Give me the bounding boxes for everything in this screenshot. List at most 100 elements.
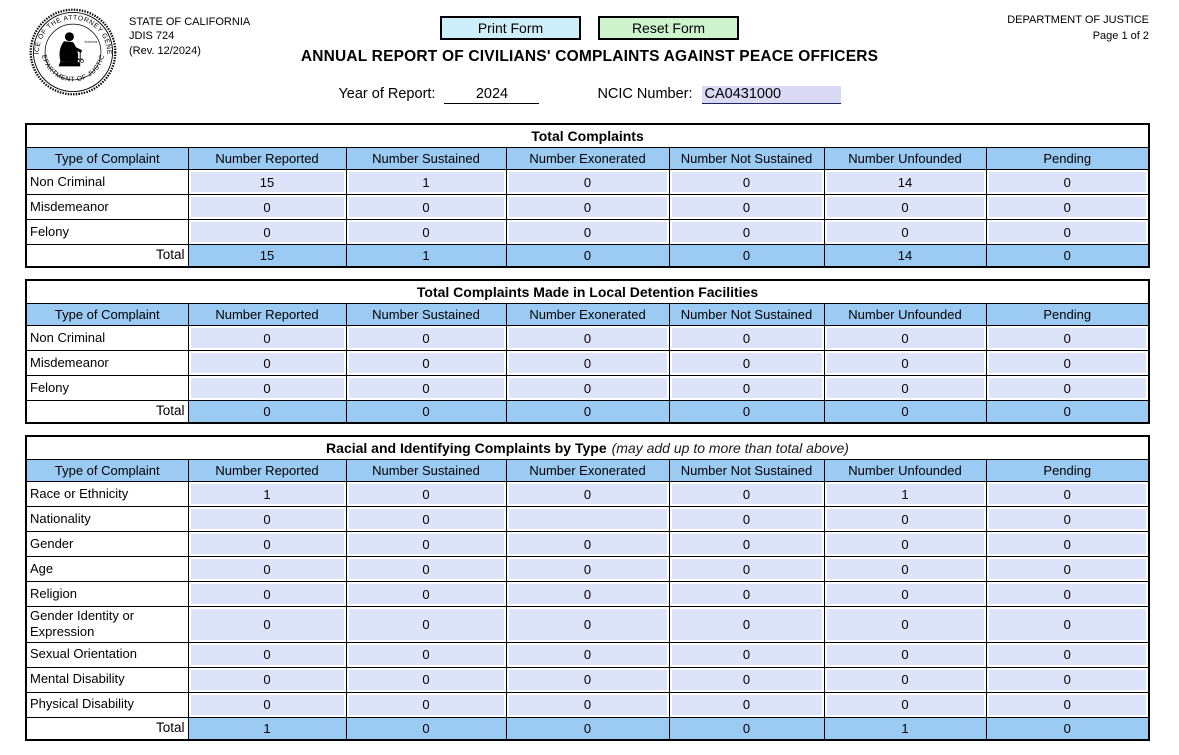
value-field[interactable]: 0: [671, 559, 822, 579]
total-value-field[interactable]: 1: [823, 716, 987, 740]
value-field[interactable]: 1: [348, 172, 504, 192]
value-field[interactable]: 0: [190, 353, 344, 373]
value-field[interactable]: 0: [826, 584, 984, 604]
value-field[interactable]: 0: [671, 509, 822, 529]
value-field[interactable]: 0: [190, 222, 344, 242]
value-field[interactable]: 0: [671, 222, 822, 242]
value-field[interactable]: 0: [508, 694, 667, 715]
value-field[interactable]: 0: [508, 644, 667, 665]
total-value-field[interactable]: 15: [187, 244, 347, 268]
total-value-field[interactable]: 0: [668, 716, 825, 740]
value-field[interactable]: 0: [988, 378, 1147, 398]
value-field[interactable]: 1: [190, 484, 344, 504]
total-value-field[interactable]: 0: [668, 244, 825, 268]
value-field[interactable]: 0: [671, 694, 822, 715]
value-field[interactable]: 0: [348, 509, 504, 529]
value-field[interactable]: 0: [671, 484, 822, 504]
total-value-field[interactable]: 0: [505, 716, 670, 740]
value-field[interactable]: 0: [988, 484, 1147, 504]
total-value-field[interactable]: 0: [985, 244, 1150, 268]
value-field[interactable]: 0: [671, 172, 822, 192]
reset-form-button[interactable]: Reset Form: [598, 16, 739, 40]
value-field[interactable]: 0: [988, 197, 1147, 217]
value-field[interactable]: 0: [826, 644, 984, 665]
value-field[interactable]: 0: [826, 328, 984, 348]
value-field[interactable]: 0: [348, 584, 504, 604]
total-value-field[interactable]: 1: [187, 716, 347, 740]
value-field[interactable]: 0: [826, 534, 984, 554]
value-field[interactable]: 0: [508, 172, 667, 192]
value-field[interactable]: 0: [348, 534, 504, 554]
value-field[interactable]: 0: [508, 609, 667, 640]
ncic-number-input[interactable]: CA0431000: [701, 86, 841, 104]
value-field[interactable]: 0: [348, 644, 504, 665]
value-field[interactable]: 0: [988, 584, 1147, 604]
value-field[interactable]: 0: [826, 197, 984, 217]
value-field[interactable]: 0: [508, 534, 667, 554]
value-field[interactable]: 0: [348, 353, 504, 373]
value-field[interactable]: 0: [190, 669, 344, 690]
value-field[interactable]: 0: [348, 559, 504, 579]
value-field[interactable]: 0: [348, 484, 504, 504]
value-field[interactable]: 0: [988, 694, 1147, 715]
value-field[interactable]: 0: [988, 353, 1147, 373]
total-value-field[interactable]: 14: [823, 244, 987, 268]
value-field[interactable]: 0: [508, 584, 667, 604]
value-field[interactable]: 0: [988, 509, 1147, 529]
value-field[interactable]: 0: [190, 378, 344, 398]
value-field[interactable]: 0: [190, 609, 344, 640]
value-field[interactable]: 0: [988, 172, 1147, 192]
value-field[interactable]: 0: [190, 559, 344, 579]
value-field[interactable]: 0: [190, 694, 344, 715]
value-field[interactable]: 15: [190, 172, 344, 192]
value-field[interactable]: 0: [671, 644, 822, 665]
value-field[interactable]: 0: [190, 534, 344, 554]
value-field[interactable]: 0: [508, 669, 667, 690]
value-field[interactable]: 0: [988, 222, 1147, 242]
value-field[interactable]: 0: [988, 609, 1147, 640]
value-field[interactable]: 0: [508, 222, 667, 242]
value-field[interactable]: 0: [508, 559, 667, 579]
value-field[interactable]: 0: [508, 197, 667, 217]
value-field[interactable]: 0: [508, 378, 667, 398]
value-field[interactable]: 0: [826, 694, 984, 715]
total-value-field[interactable]: 0: [985, 716, 1150, 740]
value-field[interactable]: 0: [671, 534, 822, 554]
value-field[interactable]: 0: [826, 353, 984, 373]
total-value-field[interactable]: 0: [823, 400, 987, 424]
value-field[interactable]: [508, 509, 667, 529]
value-field[interactable]: 0: [671, 378, 822, 398]
value-field[interactable]: 0: [826, 609, 984, 640]
value-field[interactable]: 0: [988, 669, 1147, 690]
value-field[interactable]: 0: [190, 197, 344, 217]
total-value-field[interactable]: 0: [505, 400, 670, 424]
value-field[interactable]: 0: [190, 584, 344, 604]
value-field[interactable]: 0: [826, 509, 984, 529]
value-field[interactable]: 0: [190, 644, 344, 665]
value-field[interactable]: 0: [348, 669, 504, 690]
total-value-field[interactable]: 0: [187, 400, 347, 424]
value-field[interactable]: 1: [826, 484, 984, 504]
total-value-field[interactable]: 0: [505, 244, 670, 268]
total-value-field[interactable]: 0: [345, 400, 507, 424]
value-field[interactable]: 0: [826, 559, 984, 579]
value-field[interactable]: 0: [671, 197, 822, 217]
total-value-field[interactable]: 0: [668, 400, 825, 424]
year-of-report-input[interactable]: 2024: [444, 86, 540, 104]
value-field[interactable]: 0: [671, 669, 822, 690]
value-field[interactable]: 0: [348, 694, 504, 715]
value-field[interactable]: 0: [348, 328, 504, 348]
value-field[interactable]: 0: [671, 609, 822, 640]
value-field[interactable]: 14: [826, 172, 984, 192]
value-field[interactable]: 0: [671, 328, 822, 348]
total-value-field[interactable]: 1: [345, 244, 507, 268]
total-value-field[interactable]: 0: [985, 400, 1150, 424]
value-field[interactable]: 0: [190, 509, 344, 529]
total-value-field[interactable]: 0: [345, 716, 507, 740]
value-field[interactable]: 0: [826, 669, 984, 690]
value-field[interactable]: 0: [826, 222, 984, 242]
value-field[interactable]: 0: [348, 197, 504, 217]
value-field[interactable]: 0: [671, 353, 822, 373]
value-field[interactable]: 0: [508, 484, 667, 504]
value-field[interactable]: 0: [348, 378, 504, 398]
